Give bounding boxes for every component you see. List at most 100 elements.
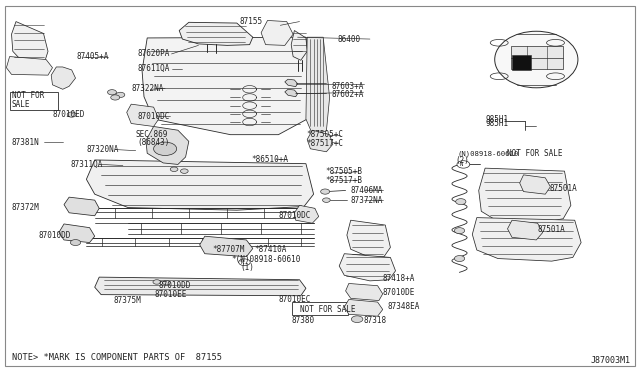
Text: 87010DC: 87010DC bbox=[278, 211, 311, 219]
Polygon shape bbox=[146, 126, 189, 164]
Text: NOT FOR SALE: NOT FOR SALE bbox=[507, 149, 563, 158]
Text: 985H1: 985H1 bbox=[485, 115, 508, 124]
Text: 87405+A: 87405+A bbox=[77, 52, 109, 61]
Circle shape bbox=[108, 90, 116, 95]
Text: 87311QA: 87311QA bbox=[70, 160, 103, 169]
Polygon shape bbox=[142, 37, 312, 135]
Polygon shape bbox=[261, 20, 293, 45]
Text: 87320NA: 87320NA bbox=[86, 145, 119, 154]
Text: 87322NA: 87322NA bbox=[131, 84, 164, 93]
Text: 87620PA: 87620PA bbox=[138, 49, 170, 58]
Text: 87010DC: 87010DC bbox=[138, 112, 170, 121]
Text: N: N bbox=[240, 260, 244, 265]
Text: 87010DD: 87010DD bbox=[38, 231, 71, 240]
Polygon shape bbox=[200, 236, 253, 257]
Text: 87501A: 87501A bbox=[538, 225, 565, 234]
Polygon shape bbox=[285, 89, 298, 97]
Circle shape bbox=[170, 167, 178, 171]
Circle shape bbox=[180, 169, 188, 173]
Polygon shape bbox=[347, 220, 390, 257]
Text: (N)08918-60610: (N)08918-60610 bbox=[458, 150, 519, 157]
Circle shape bbox=[239, 259, 250, 266]
Polygon shape bbox=[520, 175, 550, 194]
Text: 87418+A: 87418+A bbox=[383, 274, 415, 283]
Circle shape bbox=[70, 240, 81, 246]
Polygon shape bbox=[294, 205, 319, 223]
Circle shape bbox=[454, 256, 465, 262]
Text: SEC.869: SEC.869 bbox=[136, 130, 168, 139]
Text: 87010ED: 87010ED bbox=[52, 110, 85, 119]
Text: 87611QA: 87611QA bbox=[138, 64, 170, 73]
Text: 87380: 87380 bbox=[291, 316, 314, 325]
Polygon shape bbox=[127, 104, 159, 126]
Text: 86400: 86400 bbox=[338, 35, 361, 44]
Text: 87501A: 87501A bbox=[549, 185, 577, 193]
Polygon shape bbox=[64, 197, 99, 216]
Circle shape bbox=[351, 316, 363, 323]
Text: (1): (1) bbox=[240, 263, 254, 272]
Text: *87505+C: *87505+C bbox=[306, 130, 343, 139]
Text: *87410A: *87410A bbox=[255, 246, 287, 254]
Text: 87381N: 87381N bbox=[12, 138, 39, 147]
Polygon shape bbox=[307, 130, 333, 152]
Circle shape bbox=[321, 189, 330, 194]
Text: 87406MA: 87406MA bbox=[351, 186, 383, 195]
Polygon shape bbox=[306, 37, 330, 134]
Text: 87010EE: 87010EE bbox=[155, 290, 188, 299]
Polygon shape bbox=[508, 220, 543, 240]
Circle shape bbox=[454, 228, 465, 234]
Polygon shape bbox=[59, 224, 95, 243]
Ellipse shape bbox=[495, 31, 578, 88]
Text: SALE: SALE bbox=[12, 100, 30, 109]
Text: *87517+C: *87517+C bbox=[306, 139, 343, 148]
Circle shape bbox=[67, 112, 76, 117]
Polygon shape bbox=[95, 277, 306, 296]
Text: *86510+A: *86510+A bbox=[251, 155, 288, 164]
Text: (2): (2) bbox=[456, 156, 470, 165]
Polygon shape bbox=[291, 31, 307, 60]
Text: 87372NA: 87372NA bbox=[351, 196, 383, 205]
Polygon shape bbox=[285, 79, 298, 87]
Text: 985H1: 985H1 bbox=[485, 119, 508, 128]
Text: *(N)08918-60610: *(N)08918-60610 bbox=[232, 255, 301, 264]
Circle shape bbox=[323, 198, 330, 202]
Text: NOT FOR SALE: NOT FOR SALE bbox=[300, 305, 355, 314]
Circle shape bbox=[154, 142, 177, 155]
Polygon shape bbox=[339, 254, 396, 281]
Text: 87602+A: 87602+A bbox=[332, 90, 364, 99]
Text: N: N bbox=[459, 162, 463, 167]
Circle shape bbox=[116, 92, 125, 97]
Text: (86843): (86843) bbox=[137, 138, 170, 147]
Text: 87375M: 87375M bbox=[114, 296, 141, 305]
Bar bbox=[511, 46, 563, 69]
Polygon shape bbox=[344, 299, 383, 316]
Text: *87505+B: *87505+B bbox=[325, 167, 362, 176]
Text: 87318: 87318 bbox=[364, 316, 387, 325]
Circle shape bbox=[153, 280, 161, 284]
Polygon shape bbox=[472, 218, 581, 261]
Polygon shape bbox=[6, 57, 52, 75]
Text: 87603+A: 87603+A bbox=[332, 82, 364, 91]
Text: 87010EC: 87010EC bbox=[278, 295, 311, 304]
Text: *87517+B: *87517+B bbox=[325, 176, 362, 185]
Text: NOT FOR: NOT FOR bbox=[12, 92, 44, 100]
Circle shape bbox=[457, 161, 470, 168]
Circle shape bbox=[163, 280, 170, 285]
Text: 87155: 87155 bbox=[240, 17, 263, 26]
Circle shape bbox=[111, 95, 120, 100]
Polygon shape bbox=[86, 160, 314, 210]
Text: 87010DD: 87010DD bbox=[159, 281, 191, 290]
Text: 87010DE: 87010DE bbox=[383, 288, 415, 296]
Circle shape bbox=[456, 199, 466, 205]
Text: J87003M1: J87003M1 bbox=[590, 356, 630, 365]
Text: NOTE> *MARK IS COMPONENT PARTS OF  87155: NOTE> *MARK IS COMPONENT PARTS OF 87155 bbox=[12, 353, 221, 362]
Bar bbox=[512, 55, 531, 70]
Polygon shape bbox=[51, 67, 76, 89]
Text: 87348EA: 87348EA bbox=[387, 302, 420, 311]
Text: *87707M: *87707M bbox=[212, 246, 245, 254]
Bar bbox=[10, 92, 58, 110]
Polygon shape bbox=[346, 283, 383, 301]
Polygon shape bbox=[12, 22, 48, 61]
Polygon shape bbox=[179, 22, 253, 45]
Polygon shape bbox=[479, 168, 571, 222]
